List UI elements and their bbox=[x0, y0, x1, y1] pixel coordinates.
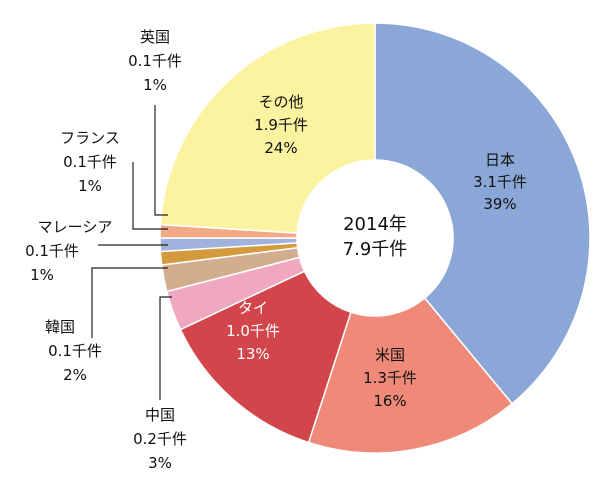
leader-line-france bbox=[132, 162, 168, 230]
leader-lines bbox=[91, 105, 172, 400]
slice-0 bbox=[374, 22, 591, 405]
center-year: 2014年 bbox=[343, 214, 407, 235]
label-thailand-name: タイ bbox=[238, 299, 268, 317]
leader-line-uk bbox=[154, 105, 168, 216]
slice-1 bbox=[307, 297, 514, 454]
label-china-value: 0.2千件 bbox=[133, 430, 187, 448]
label-malaysia-percent: 1% bbox=[30, 266, 54, 284]
center-total: 7.9千件 bbox=[343, 239, 408, 260]
label-uk-percent: 1% bbox=[143, 76, 167, 94]
label-other-name: その他 bbox=[258, 93, 303, 111]
label-china-name: 中国 bbox=[145, 406, 175, 424]
label-other-percent: 24% bbox=[264, 139, 297, 157]
label-japan-name: 日本 bbox=[485, 151, 515, 169]
label-korea-name: 韓国 bbox=[45, 318, 75, 336]
label-japan-value: 3.1千件 bbox=[473, 173, 527, 191]
leader-line-china bbox=[159, 296, 172, 400]
label-us-value: 1.3千件 bbox=[363, 369, 417, 387]
label-other-value: 1.9千件 bbox=[254, 116, 308, 134]
label-malaysia-value: 0.1千件 bbox=[25, 242, 79, 260]
slice-8 bbox=[159, 22, 376, 234]
slices-group bbox=[159, 22, 591, 454]
label-uk-name: 英国 bbox=[140, 28, 170, 46]
label-uk-value: 0.1千件 bbox=[128, 52, 182, 70]
label-thailand-percent: 13% bbox=[236, 345, 269, 363]
leader-line-korea bbox=[91, 267, 168, 338]
label-korea-percent: 2% bbox=[63, 366, 87, 384]
label-france-name: フランス bbox=[60, 129, 120, 147]
label-korea-value: 0.1千件 bbox=[48, 342, 102, 360]
label-france-percent: 1% bbox=[78, 177, 102, 195]
label-thailand-value: 1.0千件 bbox=[226, 322, 280, 340]
label-us-percent: 16% bbox=[373, 392, 406, 410]
label-japan-percent: 39% bbox=[483, 195, 516, 213]
label-malaysia-name: マレーシア bbox=[38, 218, 113, 236]
label-france-value: 0.1千件 bbox=[63, 153, 117, 171]
label-china-percent: 3% bbox=[148, 454, 172, 472]
label-us-name: 米国 bbox=[375, 346, 405, 364]
slice-2 bbox=[179, 270, 352, 444]
